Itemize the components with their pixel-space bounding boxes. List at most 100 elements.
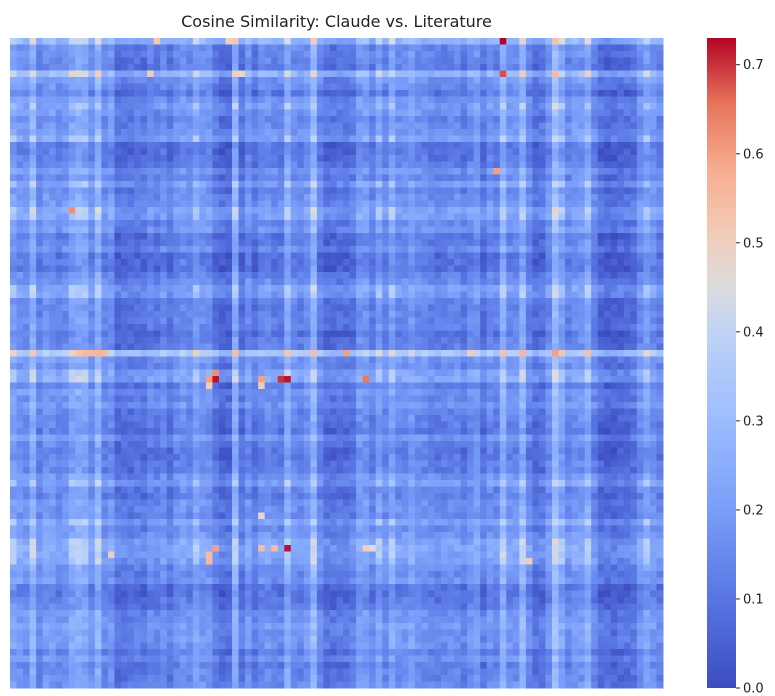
heatmap-cell [440, 161, 449, 169]
heatmap-cell [225, 77, 233, 84]
heatmap-cell [375, 324, 383, 331]
heatmap-cell [127, 155, 135, 162]
heatmap-cell [630, 207, 638, 214]
heatmap-cell [199, 252, 207, 260]
heatmap-cell [643, 298, 651, 305]
heatmap-cell [336, 161, 344, 169]
heatmap-cell [558, 174, 566, 182]
heatmap-cell [134, 233, 142, 240]
heatmap-cell [277, 272, 285, 279]
heatmap-cell [551, 233, 560, 240]
heatmap-cell [467, 291, 475, 299]
heatmap-cell [538, 161, 546, 169]
heatmap-cell [81, 337, 89, 344]
heatmap-cell [349, 311, 357, 318]
heatmap-cell [277, 168, 285, 175]
heatmap-cell [251, 337, 259, 344]
heatmap-cell [134, 181, 142, 188]
heatmap-cell [597, 96, 605, 104]
heatmap-cell [192, 317, 200, 325]
heatmap-cell [271, 213, 279, 221]
heatmap-cell [212, 44, 220, 52]
heatmap-cell [610, 350, 618, 357]
heatmap-cell [421, 38, 429, 45]
heatmap-cell [192, 298, 200, 305]
heatmap-cell [604, 57, 612, 65]
heatmap-cell [512, 252, 520, 260]
heatmap-cell [238, 168, 246, 175]
heatmap-cell [88, 252, 96, 260]
heatmap-cell [545, 285, 553, 292]
heatmap-cell [512, 272, 520, 279]
heatmap-cell [290, 246, 298, 253]
heatmap-cell [238, 252, 246, 260]
heatmap-cell [121, 194, 129, 201]
heatmap-cell [290, 252, 298, 260]
heatmap-cell [336, 148, 344, 156]
heatmap-cell [395, 83, 403, 91]
heatmap-cell [604, 252, 612, 260]
heatmap-cell [395, 200, 403, 208]
heatmap-cell [264, 207, 272, 214]
heatmap-cell [525, 311, 533, 318]
heatmap-cell [421, 187, 429, 195]
heatmap-cell [107, 129, 115, 136]
heatmap-cell [316, 226, 324, 234]
heatmap-cell [205, 311, 213, 318]
heatmap-cell [251, 181, 259, 188]
heatmap-cell [316, 103, 324, 110]
heatmap-cell [16, 265, 24, 273]
heatmap-cell [643, 350, 651, 357]
heatmap-cell [101, 324, 109, 331]
heatmap-cell [369, 70, 377, 78]
heatmap-cell [258, 116, 266, 123]
heatmap-cell [75, 220, 83, 227]
heatmap-cell [127, 194, 135, 201]
heatmap-cell [36, 96, 44, 104]
heatmap-cell [121, 239, 129, 247]
heatmap-cell [173, 38, 181, 45]
heatmap-cell [258, 90, 266, 97]
heatmap-cell [101, 233, 109, 240]
heatmap-cell [610, 343, 618, 351]
heatmap-cell [134, 265, 142, 273]
heatmap-cell [349, 298, 357, 305]
heatmap-cell [558, 213, 566, 221]
heatmap-cell [316, 207, 324, 214]
heatmap-cell [160, 298, 168, 305]
heatmap-cell [408, 220, 416, 227]
heatmap-cell [336, 259, 344, 266]
heatmap-cell [636, 304, 644, 312]
heatmap-cell [81, 298, 89, 305]
heatmap-cell [23, 259, 31, 266]
heatmap-cell [329, 122, 337, 130]
heatmap-cell [421, 83, 429, 91]
heatmap-cell [251, 64, 259, 71]
heatmap-cell [512, 311, 520, 318]
heatmap-cell [127, 278, 135, 286]
heatmap-cell [192, 350, 200, 357]
heatmap-cell [62, 220, 70, 227]
heatmap-cell [277, 77, 285, 84]
heatmap-cell [623, 200, 631, 208]
heatmap-cell [310, 187, 318, 195]
heatmap-cell [623, 51, 631, 58]
heatmap-cell [166, 252, 174, 260]
heatmap-cell [114, 168, 122, 175]
heatmap-cell [506, 200, 514, 208]
heatmap-cell [636, 337, 644, 344]
heatmap-cell [258, 174, 266, 182]
heatmap-cell [147, 57, 155, 65]
heatmap-cell [271, 90, 279, 97]
heatmap-cell [114, 90, 122, 97]
heatmap-cell [467, 298, 475, 305]
heatmap-cell [480, 311, 488, 318]
heatmap-cell [173, 142, 181, 149]
heatmap-cell [147, 148, 155, 156]
heatmap-cell [192, 194, 200, 201]
heatmap-cell [356, 142, 364, 149]
heatmap-cell [382, 142, 390, 149]
heatmap-cell [610, 304, 618, 312]
heatmap-cell [401, 168, 409, 175]
heatmap-cell [506, 174, 514, 182]
